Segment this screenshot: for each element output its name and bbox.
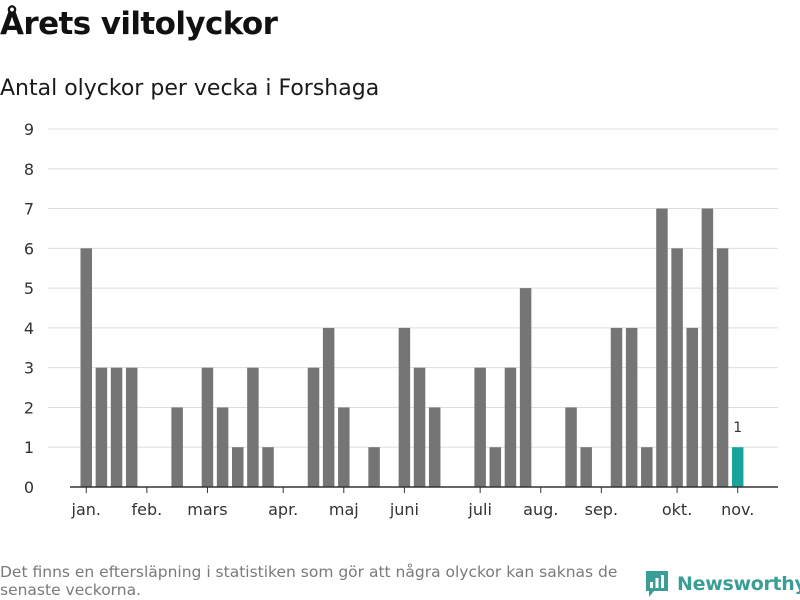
x-tick-label: sep.: [585, 500, 618, 519]
x-tick-label: nov.: [721, 500, 754, 519]
bar: [110, 367, 123, 487]
bar: [307, 367, 320, 487]
bar: [262, 447, 274, 487]
x-tick-label: okt.: [662, 500, 692, 519]
footnote: Det finns en eftersläpning i statistiken…: [0, 563, 618, 599]
bar: [338, 407, 350, 487]
bar: [625, 327, 638, 487]
bar: [580, 447, 592, 487]
bar: [519, 288, 532, 487]
bar: [201, 367, 214, 487]
bar: [413, 367, 426, 487]
y-tick-label: 8: [24, 160, 34, 179]
bar: [504, 367, 517, 487]
bar: [656, 208, 668, 488]
y-tick-label: 4: [24, 319, 34, 338]
x-tick-label: jan.: [71, 500, 101, 519]
y-tick-label: 9: [24, 120, 34, 139]
brand-logo: Newsworthy: [645, 570, 800, 598]
bar: [368, 447, 380, 487]
bar: [489, 447, 502, 487]
chart-subtitle: Antal olyckor per vecka i Forshaga: [0, 76, 380, 101]
x-tick-label: maj: [329, 500, 359, 519]
bar: [232, 447, 244, 487]
bar: [565, 407, 577, 487]
y-gridlines: [48, 128, 778, 448]
x-tick-label: apr.: [268, 500, 298, 519]
brand-name: Newsworthy: [677, 573, 800, 595]
x-tick-label: mars: [187, 500, 227, 519]
y-tick-label: 1: [24, 438, 34, 457]
data-labels: 1: [733, 420, 742, 436]
x-tick-label: feb.: [131, 500, 162, 519]
y-tick-label: 0: [24, 478, 34, 497]
bar: [701, 208, 714, 488]
bar: [428, 407, 441, 487]
bar: [716, 248, 729, 487]
bar: [686, 327, 698, 487]
bar: [95, 367, 108, 487]
x-tick-label: juli: [467, 500, 491, 519]
bar-highlighted: [731, 447, 744, 487]
x-tick-label: juni: [389, 500, 419, 519]
bar: [80, 248, 92, 487]
bar-chart: 0 1 2 3 4 5 6 7 8 9 1 jan. feb. mars apr. maj juni juli…: [24, 120, 778, 519]
data-label: 1: [733, 420, 742, 436]
y-tick-label: 3: [24, 359, 34, 378]
x-ticks: jan. feb. mars apr. maj juni juli aug. sep. okt. n…: [71, 487, 754, 519]
bar: [247, 367, 259, 487]
x-tick-label: aug.: [523, 500, 558, 519]
bar: [641, 447, 653, 487]
y-tick-label: 6: [24, 239, 34, 258]
bar: [398, 327, 411, 487]
bar: [216, 407, 229, 487]
bar: [474, 367, 486, 487]
bar: [671, 248, 683, 487]
bar: [322, 327, 335, 487]
y-tick-label: 7: [24, 200, 34, 219]
chart-title: Årets viltolyckor: [0, 6, 278, 42]
y-tick-label: 2: [24, 398, 34, 417]
y-tick-labels: 0 1 2 3 4 5 6 7 8 9: [24, 120, 34, 497]
bars: [80, 208, 744, 488]
newsworthy-logo-icon: [646, 571, 668, 597]
bar: [610, 327, 623, 487]
y-tick-label: 5: [24, 279, 34, 298]
bar: [125, 367, 138, 487]
bar: [171, 407, 183, 487]
